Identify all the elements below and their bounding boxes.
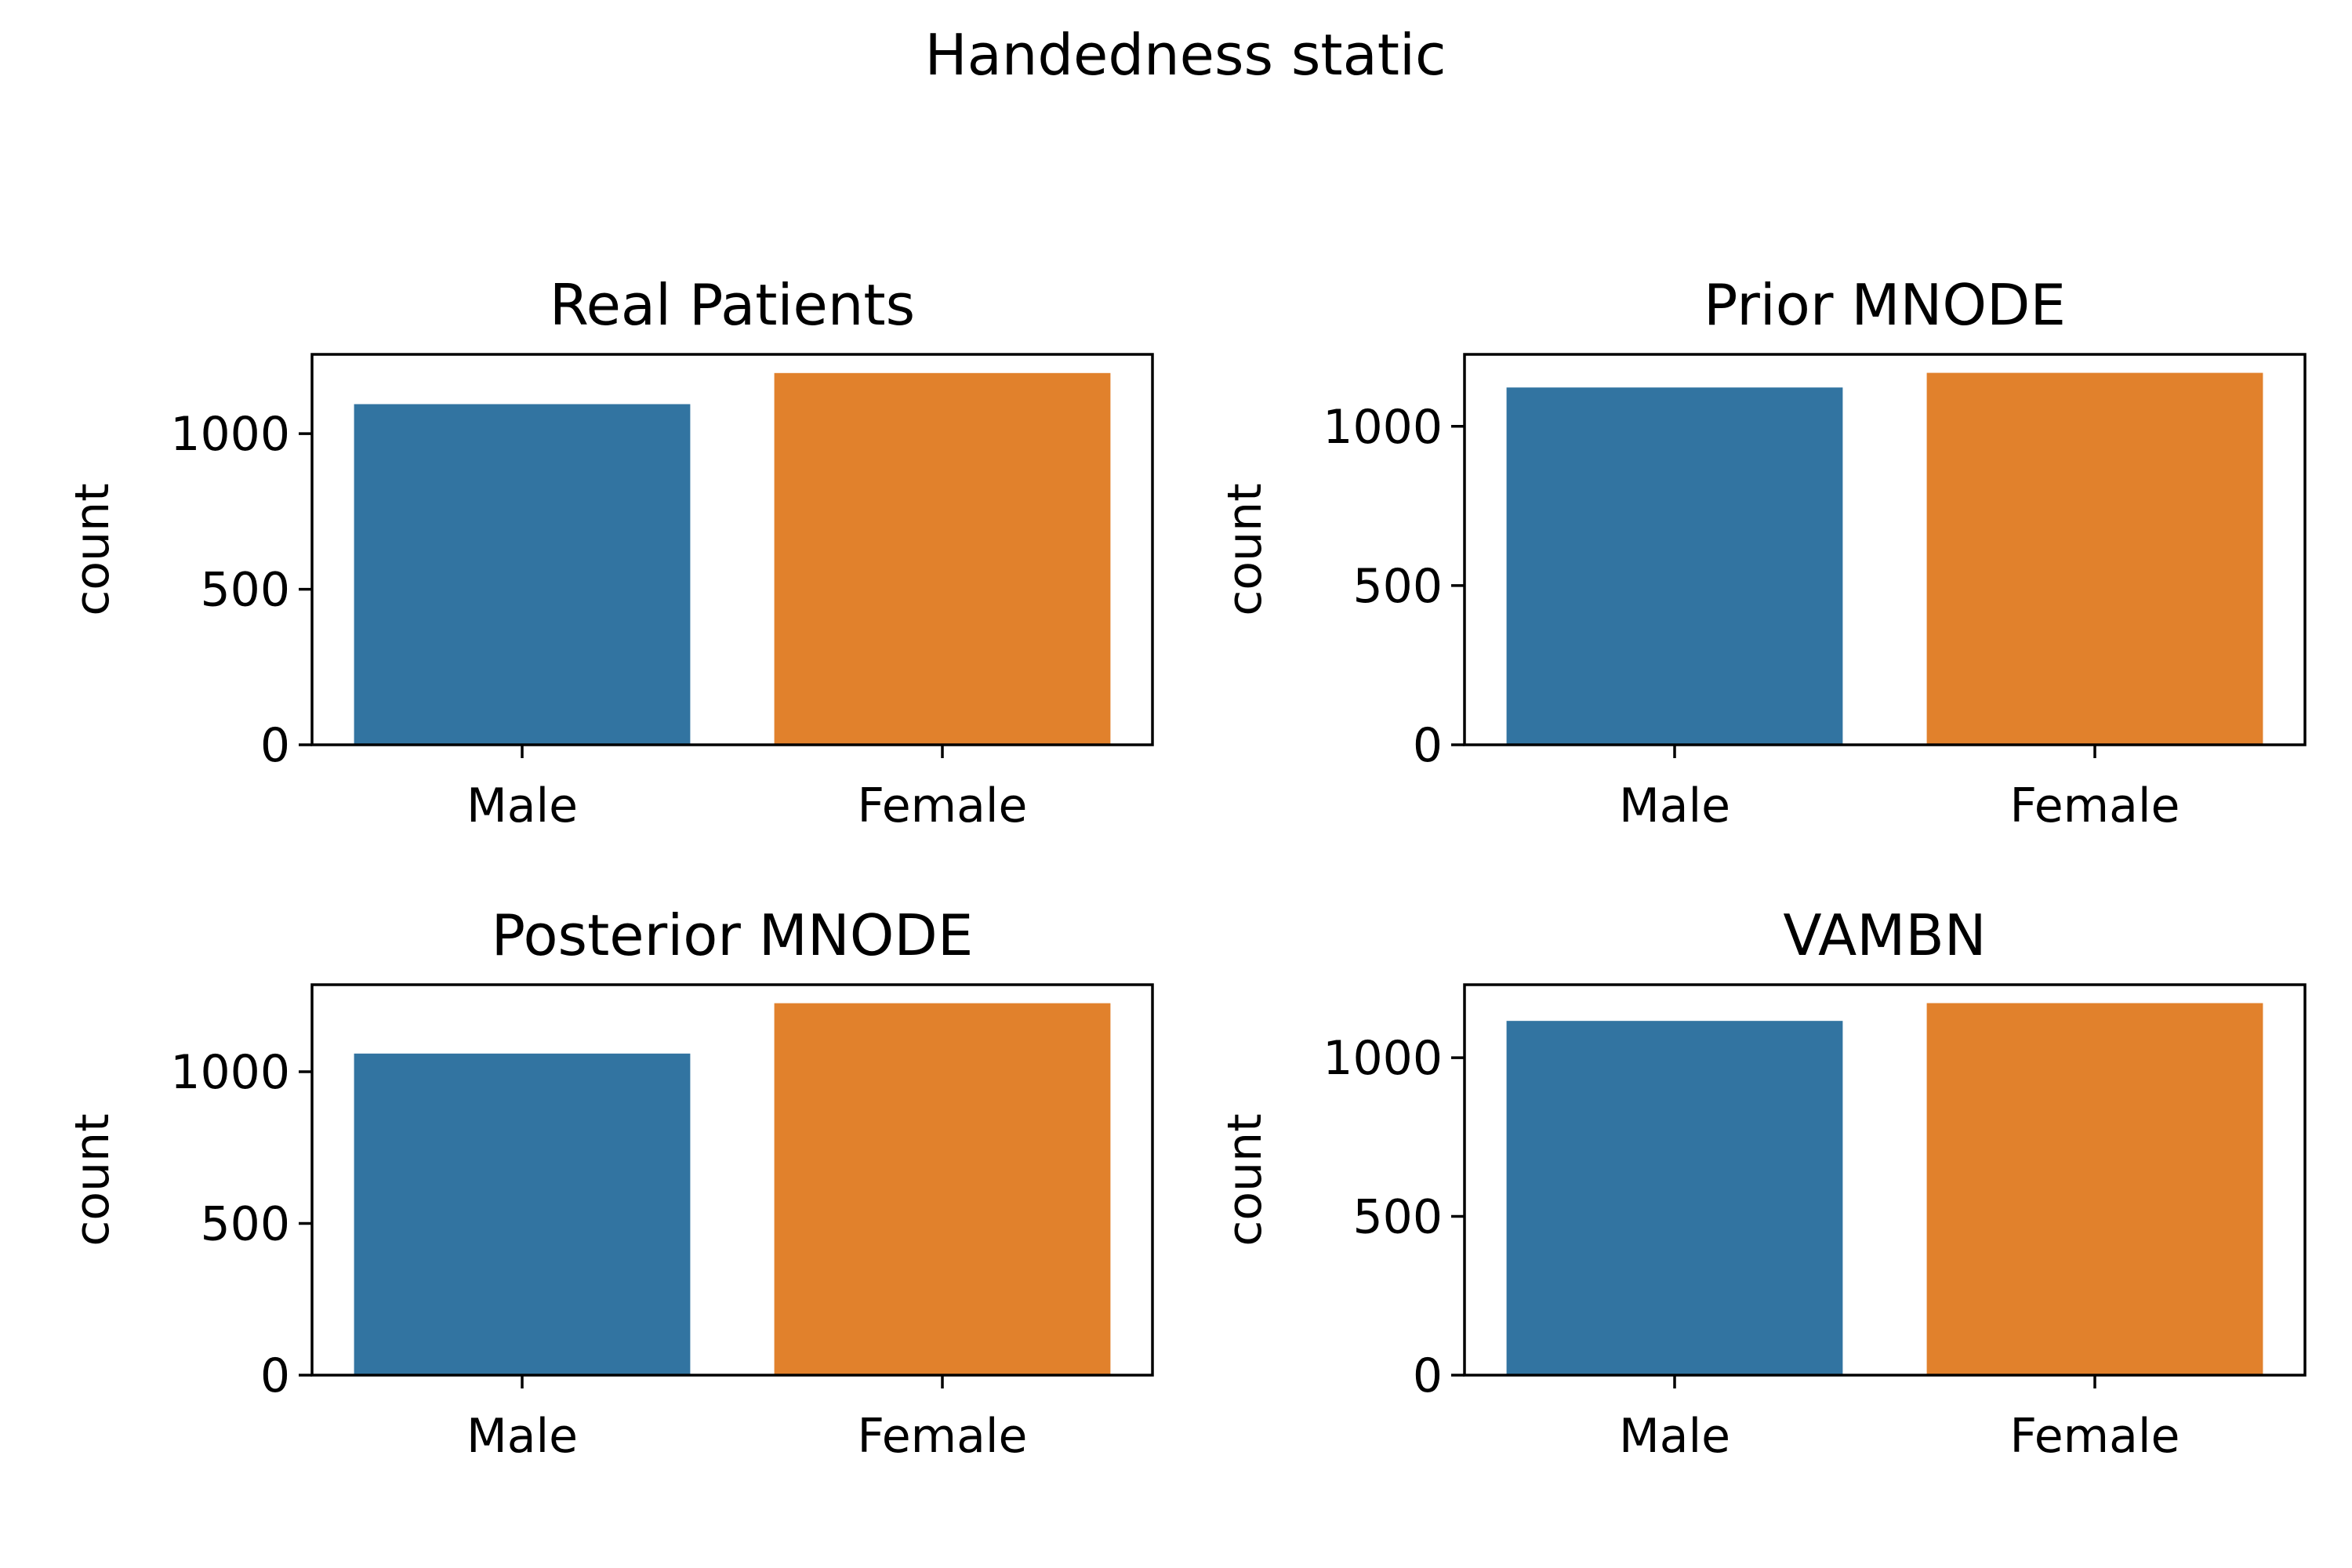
y-tick-label: 500 bbox=[1352, 1190, 1443, 1245]
subplot-title: Prior MNODE bbox=[1704, 272, 2066, 338]
y-tick-label: 0 bbox=[260, 718, 290, 773]
bar-female bbox=[1926, 1003, 2263, 1375]
y-tick-label: 0 bbox=[1413, 718, 1443, 773]
y-axis-label: count bbox=[1218, 1113, 1272, 1246]
y-tick-label: 0 bbox=[1413, 1348, 1443, 1403]
subplot-4: 0 500 1000 Male Female VAMBN count bbox=[1218, 902, 2307, 1464]
axes-frame bbox=[1463, 983, 2307, 1377]
axes-frame bbox=[310, 983, 1154, 1377]
y-tick-label: 1000 bbox=[1323, 1031, 1443, 1086]
x-tick-label-female: Female bbox=[858, 1409, 1028, 1464]
x-tick-label-female: Female bbox=[858, 779, 1028, 833]
y-axis-label: count bbox=[1218, 483, 1272, 615]
x-tick-label-male: Male bbox=[466, 779, 578, 833]
y-tick-label: 1000 bbox=[170, 1045, 290, 1100]
y-tick-label: 500 bbox=[200, 1197, 290, 1252]
figure-suptitle: Handedness static bbox=[924, 22, 1446, 88]
bar-male bbox=[354, 1053, 691, 1375]
subplot-1: 0 500 1000 Male Female Real Patients count bbox=[65, 272, 1154, 833]
subplot-2: 0 500 1000 Male Female Prior MNODE count bbox=[1218, 272, 2307, 833]
bar-male bbox=[1506, 387, 1843, 745]
y-tick-label: 1000 bbox=[170, 407, 290, 462]
y-tick-label: 1000 bbox=[1323, 400, 1443, 455]
bar-male bbox=[354, 404, 691, 745]
subplot-title: Posterior MNODE bbox=[492, 902, 974, 968]
subplot-3: 0 500 1000 Male Female Posterior MNODE count bbox=[65, 902, 1154, 1464]
y-tick-label: 0 bbox=[260, 1348, 290, 1403]
subplot-grid: 0 500 1000 Male Female Real Patients count 0 500… bbox=[65, 272, 2307, 1464]
y-axis-label: count bbox=[65, 1113, 120, 1246]
subplot-title: Real Patients bbox=[550, 272, 915, 338]
x-tick-label-female: Female bbox=[2010, 1409, 2180, 1464]
y-tick-label: 500 bbox=[200, 563, 290, 618]
axes-frame bbox=[1463, 353, 2307, 746]
x-tick-label-male: Male bbox=[1619, 1409, 1730, 1464]
bar-male bbox=[1506, 1021, 1843, 1375]
bar-female bbox=[774, 372, 1111, 745]
x-tick-label-male: Male bbox=[1619, 779, 1730, 833]
bar-female bbox=[1926, 372, 2263, 745]
bar-female bbox=[774, 1003, 1111, 1375]
x-tick-label-female: Female bbox=[2010, 779, 2180, 833]
x-tick-label-male: Male bbox=[466, 1409, 578, 1464]
y-axis-label: count bbox=[65, 483, 120, 615]
y-tick-label: 500 bbox=[1352, 559, 1443, 614]
subplot-title: VAMBN bbox=[1783, 902, 1986, 968]
axes-frame bbox=[310, 353, 1154, 746]
